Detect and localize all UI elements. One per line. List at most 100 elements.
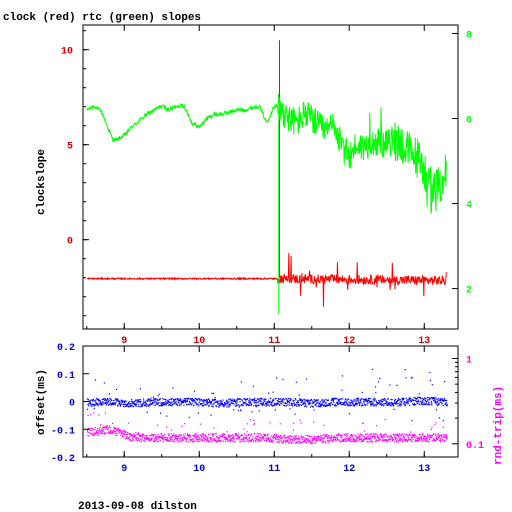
rndtrip-point <box>300 442 302 444</box>
rndtrip-point <box>267 437 270 439</box>
offset-point <box>117 405 119 407</box>
rndtrip-point <box>422 433 424 435</box>
rndtrip-point <box>345 438 347 440</box>
offset-point <box>412 399 414 401</box>
offset-point <box>198 398 200 400</box>
offset-point <box>303 402 305 405</box>
rndtrip-point <box>265 435 267 437</box>
rndtrip-point <box>207 439 209 441</box>
rndtrip-point <box>200 438 202 440</box>
offset-point <box>320 403 322 406</box>
offset-point <box>396 401 398 403</box>
offset-point <box>288 402 291 404</box>
offset-point <box>378 402 380 404</box>
rndtrip-point <box>106 426 108 428</box>
rndtrip-point <box>238 433 240 435</box>
rndtrip-point <box>349 438 351 440</box>
rndtrip-point <box>186 438 188 440</box>
offset-point <box>282 398 284 400</box>
offset-point <box>102 401 104 403</box>
offset-point <box>232 400 234 402</box>
rndtrip-point <box>237 435 239 437</box>
offset-point <box>341 389 343 391</box>
rndtrip-point <box>100 430 102 432</box>
offset-point <box>195 402 197 404</box>
offset-point <box>214 396 216 398</box>
rndtrip-point <box>332 436 334 438</box>
rndtrip-point <box>431 435 434 437</box>
rndtrip-point <box>380 436 382 438</box>
rndtrip-point <box>188 434 190 436</box>
offset-point <box>108 393 110 395</box>
rndtrip-point <box>155 435 157 437</box>
rndtrip-point <box>414 440 416 442</box>
offset-point <box>96 397 98 400</box>
offset-point <box>371 403 373 405</box>
rndtrip-point <box>438 435 440 437</box>
offset-point <box>348 403 350 405</box>
offset-point <box>384 403 386 405</box>
rndtrip-point <box>96 431 98 433</box>
offset-point <box>389 384 391 386</box>
rndtrip-point <box>286 439 288 441</box>
offset-point <box>321 403 323 405</box>
offset-point <box>414 397 416 399</box>
rndtrip-point <box>115 427 117 429</box>
rndtrip-point <box>295 438 297 440</box>
offset-point <box>361 397 363 400</box>
rndtrip-point <box>282 442 284 444</box>
rndtrip-point <box>136 440 139 442</box>
offset-point <box>156 400 158 402</box>
offset-point <box>255 402 257 404</box>
rndtrip-point <box>245 437 247 439</box>
rndtrip-point <box>234 441 236 443</box>
rndtrip-point <box>366 438 368 440</box>
offset-point <box>369 401 371 403</box>
rndtrip-point <box>169 440 171 442</box>
offset-point <box>177 399 179 401</box>
offset-point <box>265 403 267 405</box>
rndtrip-point <box>162 436 164 438</box>
offset-point <box>241 403 243 405</box>
offset-point <box>396 400 398 403</box>
offset-point <box>118 402 120 404</box>
rndtrip-point <box>128 437 130 439</box>
rndtrip-point <box>221 435 223 437</box>
offset-point <box>232 398 234 400</box>
offset-point <box>232 402 234 405</box>
offset-point <box>306 399 308 401</box>
rndtrip-point <box>404 439 406 441</box>
rndtrip-point <box>378 438 381 440</box>
rndtrip-point <box>246 435 248 437</box>
offset-point <box>289 408 291 410</box>
offset-point <box>393 400 396 402</box>
offset-point <box>386 404 388 406</box>
rndtrip-point <box>410 437 413 439</box>
offset-point <box>408 399 410 401</box>
rndtrip-point <box>409 439 411 441</box>
offset-point <box>225 402 227 404</box>
offset-point <box>420 397 422 399</box>
offset-point <box>120 404 122 406</box>
rndtrip-point <box>277 441 279 443</box>
offset-point <box>304 400 306 402</box>
rndtrip-point <box>308 438 310 440</box>
rndtrip-point <box>215 433 217 435</box>
rndtrip-point <box>139 435 141 437</box>
offset-point <box>214 401 216 404</box>
rndtrip-point <box>316 440 318 442</box>
rndtrip-point <box>229 436 231 438</box>
offset-point <box>131 405 133 407</box>
offset-point <box>413 397 415 399</box>
offset-point <box>366 404 368 406</box>
offset-point <box>294 398 296 400</box>
rndtrip-point <box>330 435 333 437</box>
offset-point <box>227 404 229 406</box>
rndtrip-point <box>198 439 200 441</box>
offset-point <box>89 401 91 403</box>
offset-point <box>426 400 428 402</box>
rndtrip-point <box>275 438 277 440</box>
offset-point <box>272 399 274 401</box>
offset-point <box>137 406 139 408</box>
rndtrip-point <box>363 438 365 440</box>
